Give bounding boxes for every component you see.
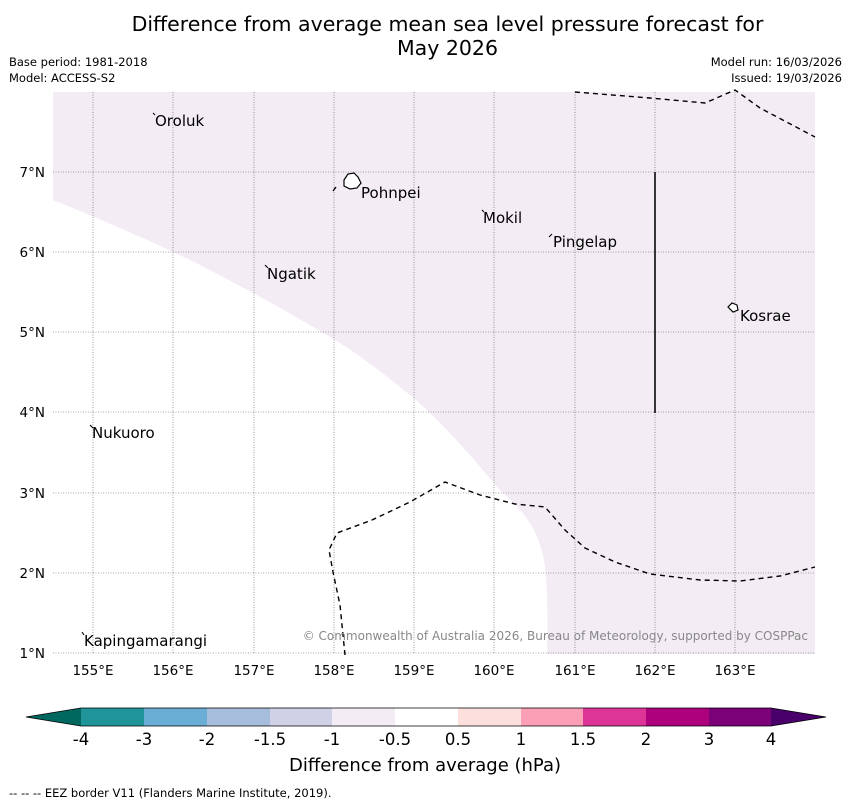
atoll-markers <box>81 112 553 636</box>
issued-date: Issued: 19/03/2026 <box>731 71 842 85</box>
colorbar-seg-3 <box>207 708 270 726</box>
colorbar-tick-5: -1 <box>324 730 340 749</box>
footnote: -- -- -- EEZ border V11 (Flanders Marine… <box>9 786 332 800</box>
lat-label-7: 7°N <box>20 165 45 181</box>
eez-border-fragment <box>332 186 337 192</box>
colorbar: -4 -3 -2 -1.5 -1 -0.5 0.5 1 1.5 2 3 4 <box>25 707 827 749</box>
colorbar-tick-3: -2 <box>199 730 215 749</box>
lon-label-159: 159°E <box>393 663 434 679</box>
colorbar-tick-8: 1 <box>516 730 527 749</box>
place-label-kapingamarangi: Kapingamarangi <box>84 632 207 650</box>
place-label-kosrae: Kosrae <box>740 307 791 325</box>
lon-label-158: 158°E <box>313 663 354 679</box>
meta-right: Model run: 16/03/2026 Issued: 19/03/2026 <box>711 54 842 86</box>
place-label-nukuoro: Nukuoro <box>92 424 155 442</box>
colorbar-label: Difference from average (hPa) <box>288 755 562 776</box>
colorbar-seg-1 <box>81 708 144 726</box>
base-period: Base period: 1981-2018 <box>9 55 148 69</box>
model-name: Model: ACCESS-S2 <box>9 71 116 85</box>
lon-label-160: 160°E <box>473 663 514 679</box>
colorbar-seg-under <box>26 708 81 726</box>
lon-label-162: 162°E <box>634 663 675 679</box>
eez-borders <box>328 89 816 656</box>
colorbar-seg-2 <box>144 708 207 726</box>
colorbar-tick-10: 2 <box>641 730 652 749</box>
colorbar-tick-2: -3 <box>136 730 152 749</box>
lat-label-4: 4°N <box>20 405 45 421</box>
colorbar-tick-12: 4 <box>766 730 777 749</box>
colorbar-seg-over <box>771 708 826 726</box>
eez-border-north <box>574 89 816 138</box>
title-line-2: May 2026 <box>396 36 499 60</box>
colorbar-outline <box>25 707 827 727</box>
colorbar-seg-5 <box>332 708 395 726</box>
map: Oroluk Pohnpei Mokil Pingelap Ngatik Kos… <box>20 89 816 679</box>
pressure-anomaly-shading <box>53 92 815 654</box>
colorbar-seg-6 <box>395 708 458 726</box>
lon-label-161: 161°E <box>554 663 595 679</box>
place-label-ngatik: Ngatik <box>267 265 316 283</box>
pohnpei-island-icon <box>343 172 362 190</box>
lon-label-163: 163°E <box>714 663 755 679</box>
pingelap-marker <box>548 233 553 238</box>
place-label-mokil: Mokil <box>483 209 522 227</box>
lat-label-1: 1°N <box>20 646 45 662</box>
colorbar-seg-7 <box>458 708 521 726</box>
colorbar-seg-4 <box>270 708 332 726</box>
model-run: Model run: 16/03/2026 <box>710 55 842 69</box>
oroluk-marker <box>152 112 156 116</box>
colorbar-seg-9 <box>583 708 646 726</box>
mokil-marker <box>481 209 485 213</box>
nukuoro-marker <box>89 424 94 429</box>
chart-title: Difference from average mean sea level p… <box>0 12 850 60</box>
colorbar-tick-1: -4 <box>73 730 89 749</box>
kosrae-island-icon <box>727 302 739 313</box>
eez-border-south <box>328 481 816 656</box>
place-label-pingelap: Pingelap <box>553 233 617 251</box>
lat-label-2: 2°N <box>20 566 45 582</box>
lat-label-5: 5°N <box>20 325 45 341</box>
ngatik-marker <box>264 264 269 269</box>
colorbar-tick-7: 0.5 <box>445 730 471 749</box>
place-label-pohnpei: Pohnpei <box>361 184 421 202</box>
meta-left: Base period: 1981-2018 Model: ACCESS-S2 <box>9 54 148 86</box>
place-label-oroluk: Oroluk <box>155 112 204 130</box>
colorbar-seg-8 <box>521 708 583 726</box>
copyright-notice: © Commonwealth of Australia 2026, Bureau… <box>303 629 808 643</box>
lon-label-155: 155°E <box>72 663 113 679</box>
lat-label-6: 6°N <box>20 245 45 261</box>
colorbar-seg-11 <box>709 708 771 726</box>
lat-label-3: 3°N <box>20 486 45 502</box>
colorbar-seg-10 <box>646 708 709 726</box>
colorbar-tick-4: -1.5 <box>254 730 286 749</box>
lon-label-157: 157°E <box>233 663 274 679</box>
lon-label-156: 156°E <box>152 663 193 679</box>
kapingamarangi-marker <box>81 631 85 636</box>
colorbar-tick-6: -0.5 <box>379 730 411 749</box>
colorbar-tick-11: 3 <box>704 730 715 749</box>
title-line-1: Difference from average mean sea level p… <box>131 12 764 36</box>
colorbar-tick-9: 1.5 <box>570 730 596 749</box>
